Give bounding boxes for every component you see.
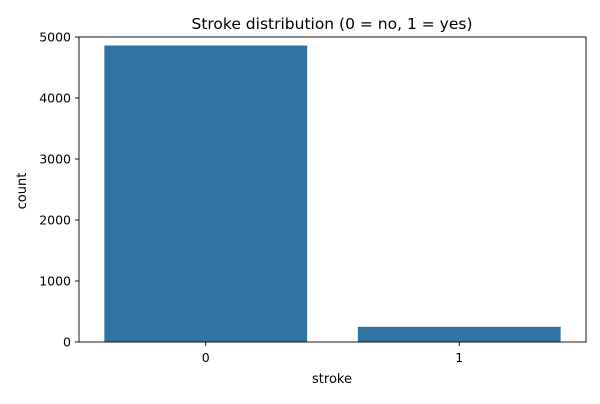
y-tick-label-2000: 2000 [39,213,71,228]
y-tick-label-3000: 3000 [39,152,71,167]
y-tick-label-0: 0 [63,335,71,350]
y-tick-label-5000: 5000 [39,30,71,45]
bar-1 [357,326,561,342]
plot-area: 0 1000 2000 3000 4000 5000 0 1 [39,30,587,365]
chart-title: Stroke distribution (0 = no, 1 = yes) [191,15,472,33]
y-tick-label-4000: 4000 [39,91,71,106]
y-axis-label: count [15,173,30,210]
x-tick-label-1: 1 [455,350,463,365]
x-axis-label: stroke [312,372,352,387]
axes-frame [78,36,587,343]
bar-0 [104,45,308,342]
y-tick-label-1000: 1000 [39,274,71,289]
x-tick-label-0: 0 [202,350,210,365]
